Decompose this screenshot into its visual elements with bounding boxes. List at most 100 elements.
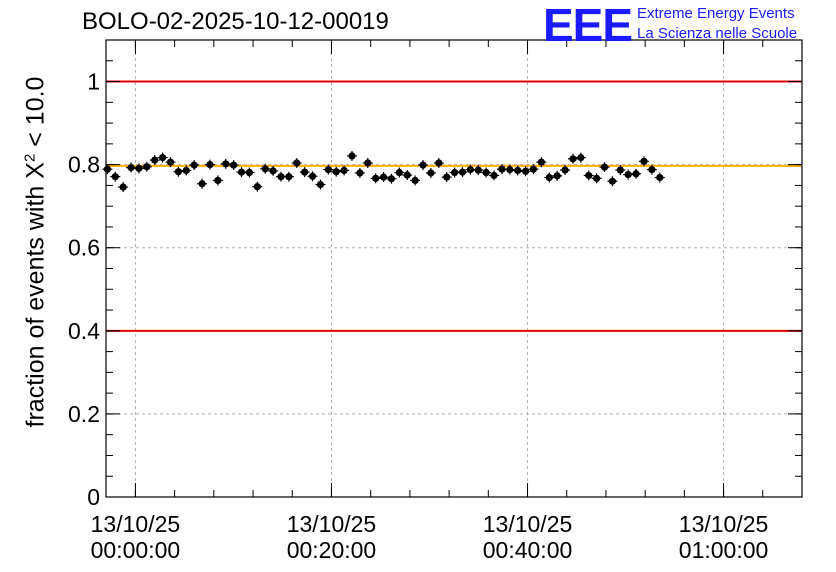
- data-point: [362, 157, 373, 168]
- point-marker: [190, 161, 198, 169]
- data-point: [260, 163, 271, 174]
- point-marker: [490, 171, 498, 180]
- point-marker: [537, 158, 545, 166]
- point-marker: [616, 166, 624, 174]
- point-marker: [569, 155, 577, 163]
- data-point: [354, 167, 365, 178]
- data-point: [607, 176, 618, 187]
- y-axis-ticks: 0 0.2 0.4 0.6 0.8 1: [68, 39, 802, 510]
- point-marker: [498, 165, 506, 173]
- point-marker: [403, 171, 411, 179]
- data-point: [457, 167, 468, 178]
- plot-frame: [105, 39, 803, 498]
- point-marker: [143, 163, 151, 171]
- x-tick-date: 13/10/25: [91, 511, 181, 537]
- point-marker: [553, 172, 561, 180]
- x-tick-time: 00:00:00: [91, 537, 181, 563]
- point-marker: [632, 170, 640, 178]
- eee-logo-mark: EEE: [543, 0, 633, 51]
- data-point: [141, 161, 152, 172]
- point-marker: [111, 173, 119, 181]
- point-marker: [458, 168, 467, 176]
- point-marker: [561, 166, 569, 174]
- data-point: [339, 165, 350, 176]
- x-tick-time: 00:40:00: [483, 537, 573, 563]
- data-point: [244, 167, 255, 178]
- data-point: [402, 170, 413, 181]
- data-point: [291, 157, 302, 168]
- data-point: [441, 172, 452, 183]
- point-marker: [261, 165, 269, 173]
- chi-exponent: 2: [21, 153, 39, 163]
- point-marker: [482, 168, 490, 177]
- point-marker: [182, 166, 190, 175]
- x-tick-date: 13/10/25: [679, 511, 769, 537]
- point-marker: [624, 171, 632, 179]
- point-marker: [419, 161, 427, 169]
- data-point: [126, 162, 137, 173]
- data-point: [299, 167, 310, 178]
- point-marker: [214, 176, 222, 185]
- point-marker: [522, 167, 530, 175]
- point-marker: [174, 168, 182, 176]
- data-point: [646, 164, 657, 175]
- data-point: [567, 153, 578, 164]
- point-marker: [159, 153, 167, 162]
- x-tick-date: 13/10/25: [287, 511, 377, 537]
- point-marker: [237, 168, 246, 176]
- data-point: [212, 175, 223, 186]
- chart-title: BOLO-02-2025-10-12-00019: [82, 8, 389, 35]
- point-marker: [206, 161, 214, 169]
- x-tick-time: 01:00:00: [679, 537, 769, 563]
- data-point: [433, 157, 444, 168]
- data-point: [149, 155, 160, 166]
- data-point: [110, 171, 121, 182]
- point-marker: [119, 183, 127, 191]
- data-point: [331, 166, 342, 177]
- data-point: [189, 160, 200, 171]
- logo-line-1: Extreme Energy Events: [637, 5, 795, 22]
- data-point: [418, 160, 429, 171]
- point-marker: [387, 175, 396, 183]
- y-tick-label: 0: [87, 484, 100, 510]
- point-marker: [585, 171, 593, 180]
- point-marker: [577, 153, 585, 162]
- y-tick-label: 0.6: [68, 235, 100, 261]
- point-marker: [372, 174, 380, 182]
- data-point: [386, 173, 397, 184]
- point-marker: [135, 164, 143, 172]
- point-marker: [127, 163, 135, 172]
- data-point: [449, 167, 460, 178]
- point-marker: [435, 159, 443, 167]
- point-marker: [269, 167, 277, 175]
- data-point: [236, 167, 247, 178]
- point-marker: [411, 176, 419, 185]
- data-point: [394, 167, 405, 178]
- y-tick-label: 0.2: [68, 401, 100, 427]
- data-point: [197, 178, 208, 189]
- chi-symbol: X: [21, 162, 50, 179]
- point-marker: [640, 157, 648, 165]
- y-axis-label: fraction of events with X2 < 10.0: [21, 77, 50, 428]
- point-marker: [474, 166, 482, 174]
- point-marker: [443, 173, 451, 181]
- data-point: [591, 173, 602, 184]
- data-point: [631, 168, 642, 179]
- data-point: [220, 158, 231, 169]
- data-point: [520, 166, 531, 177]
- point-marker: [316, 180, 325, 189]
- x-axis-ticks: 13/10/2500:00:0013/10/2500:20:0013/10/25…: [91, 40, 803, 563]
- data-point: [638, 156, 649, 167]
- x-tick-time: 00:20:00: [287, 537, 377, 563]
- data-point: [425, 167, 436, 178]
- point-marker: [230, 161, 238, 169]
- point-marker: [285, 173, 293, 181]
- y-tick-label: 0.8: [68, 152, 100, 178]
- data-point: [623, 169, 634, 180]
- point-marker: [648, 166, 656, 174]
- data-point: [133, 163, 144, 174]
- data-point: [552, 170, 563, 181]
- data-point: [615, 165, 626, 176]
- data-point: [528, 164, 539, 175]
- point-marker: [593, 174, 601, 182]
